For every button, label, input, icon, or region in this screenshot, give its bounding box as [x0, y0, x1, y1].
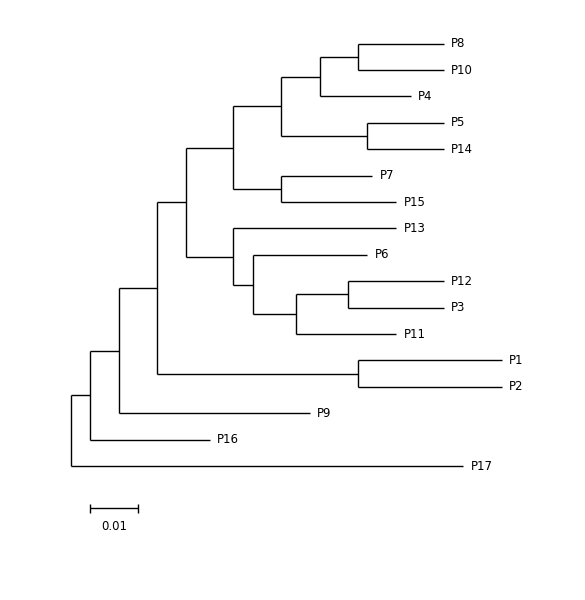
- Text: P13: P13: [404, 222, 425, 235]
- Text: P3: P3: [451, 301, 466, 314]
- Text: P7: P7: [380, 169, 394, 182]
- Text: P6: P6: [374, 248, 389, 262]
- Text: P5: P5: [451, 116, 466, 130]
- Text: P14: P14: [451, 143, 473, 156]
- Text: P17: P17: [470, 460, 493, 473]
- Text: P15: P15: [404, 196, 425, 209]
- Text: P2: P2: [509, 380, 523, 394]
- Text: P4: P4: [418, 90, 432, 103]
- Text: P8: P8: [451, 37, 466, 50]
- Text: P11: P11: [404, 328, 425, 341]
- Text: P16: P16: [216, 433, 239, 446]
- Text: P1: P1: [509, 354, 523, 367]
- Text: P10: P10: [451, 64, 473, 77]
- Text: P9: P9: [317, 407, 332, 420]
- Text: 0.01: 0.01: [101, 520, 127, 533]
- Text: P12: P12: [451, 275, 473, 288]
